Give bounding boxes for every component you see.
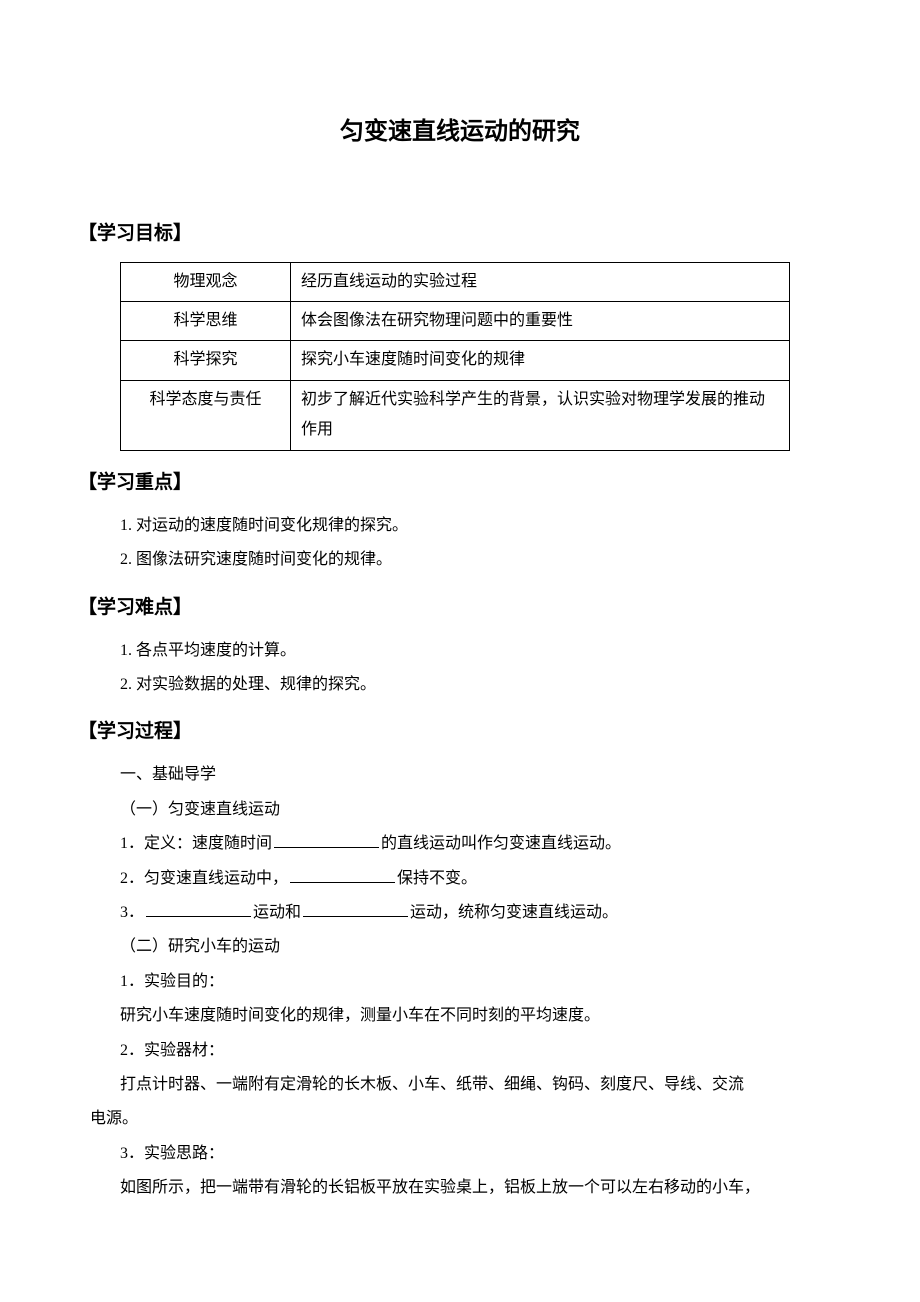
experiment-purpose-label: 1．实验目的： — [120, 967, 830, 997]
objective-content: 初步了解近代实验科学产生的背景，认识实验对物理学发展的推动作用 — [291, 380, 790, 450]
line1a-text: 1．定义：速度随时间 — [120, 835, 272, 852]
fill-blank[interactable] — [290, 865, 395, 883]
line2a-text: 2．匀变速直线运动中， — [120, 870, 288, 887]
line2b-text: 保持不变。 — [397, 870, 477, 887]
process-sub2: （二）研究小车的运动 — [120, 932, 830, 962]
line3b-text: 运动和 — [253, 904, 301, 921]
experiment-purpose-text: 研究小车速度随时间变化的规律，测量小车在不同时刻的平均速度。 — [120, 1001, 830, 1031]
page-title: 匀变速直线运动的研究 — [90, 110, 830, 156]
definition-line: 1．定义：速度随时间 的直线运动叫作匀变速直线运动。 — [120, 829, 830, 859]
objective-label: 物理观念 — [121, 262, 291, 301]
keypoint-item: 1. 对运动的速度随时间变化规律的探究。 — [120, 511, 830, 541]
experiment-idea-label: 3．实验思路： — [120, 1139, 830, 1169]
table-row: 物理观念 经历直线运动的实验过程 — [121, 262, 790, 301]
difficulties-header: 【学习难点】 — [78, 590, 830, 626]
difficulty-item: 2. 对实验数据的处理、规律的探究。 — [120, 670, 830, 700]
objective-label: 科学态度与责任 — [121, 380, 291, 450]
process-sub1: （一）匀变速直线运动 — [120, 795, 830, 825]
process-intro: 一、基础导学 — [120, 760, 830, 790]
experiment-idea-text: 如图所示，把一端带有滑轮的长铝板平放在实验桌上，铝板上放一个可以左右移动的小车， — [120, 1173, 830, 1203]
process-header: 【学习过程】 — [78, 714, 830, 750]
objective-label: 科学思维 — [121, 302, 291, 341]
keypoints-header: 【学习重点】 — [78, 465, 830, 501]
experiment-equipment-text-cont: 电源。 — [90, 1104, 830, 1134]
objective-content: 经历直线运动的实验过程 — [291, 262, 790, 301]
table-row: 科学态度与责任 初步了解近代实验科学产生的背景，认识实验对物理学发展的推动作用 — [121, 380, 790, 450]
difficulty-item: 1. 各点平均速度的计算。 — [120, 636, 830, 666]
line1b-text: 的直线运动叫作匀变速直线运动。 — [381, 835, 621, 852]
objective-label: 科学探究 — [121, 341, 291, 380]
table-row: 科学探究 探究小车速度随时间变化的规律 — [121, 341, 790, 380]
fill-blank[interactable] — [146, 899, 251, 917]
definition-line: 3． 运动和 运动，统称匀变速直线运动。 — [120, 898, 830, 928]
fill-blank[interactable] — [303, 899, 408, 917]
fill-blank[interactable] — [274, 831, 379, 849]
experiment-equipment-label: 2．实验器材： — [120, 1036, 830, 1066]
experiment-equipment-text: 打点计时器、一端附有定滑轮的长木板、小车、纸带、细绳、钩码、刻度尺、导线、交流 — [120, 1070, 830, 1100]
line3a-text: 3． — [120, 904, 144, 921]
table-row: 科学思维 体会图像法在研究物理问题中的重要性 — [121, 302, 790, 341]
objective-content: 体会图像法在研究物理问题中的重要性 — [291, 302, 790, 341]
objectives-table: 物理观念 经历直线运动的实验过程 科学思维 体会图像法在研究物理问题中的重要性 … — [120, 262, 790, 451]
line3c-text: 运动，统称匀变速直线运动。 — [410, 904, 618, 921]
objective-content: 探究小车速度随时间变化的规律 — [291, 341, 790, 380]
keypoint-item: 2. 图像法研究速度随时间变化的规律。 — [120, 545, 830, 575]
definition-line: 2．匀变速直线运动中， 保持不变。 — [120, 864, 830, 894]
objectives-header: 【学习目标】 — [78, 216, 830, 252]
